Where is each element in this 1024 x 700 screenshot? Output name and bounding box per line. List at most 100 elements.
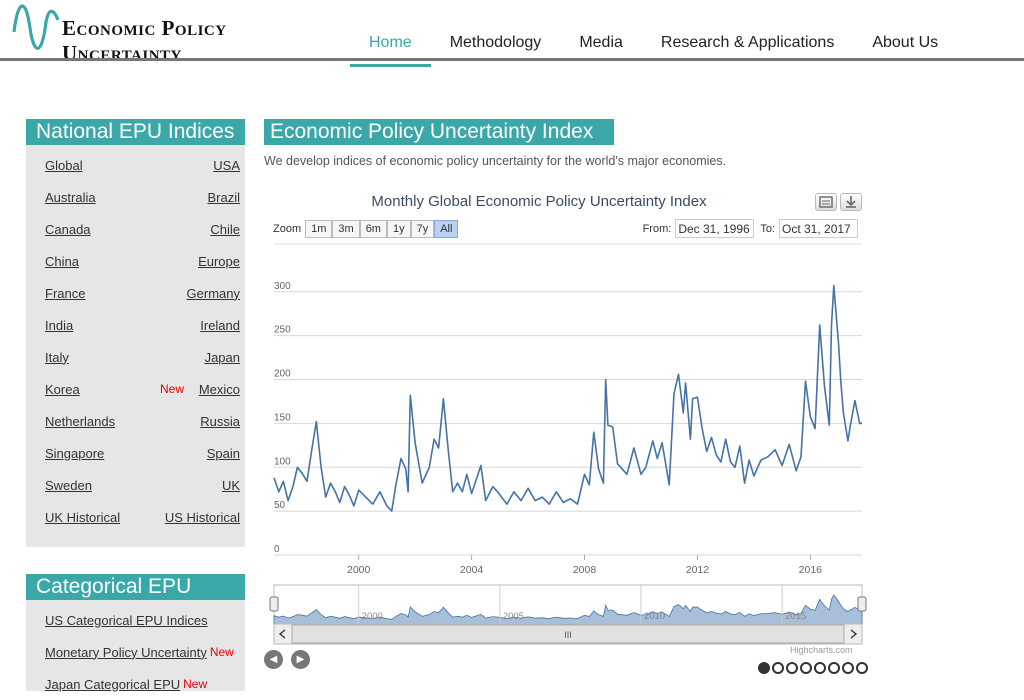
link-netherlands[interactable]: Netherlands: [45, 413, 116, 429]
wave-logo-icon: [12, 4, 60, 50]
download-button[interactable]: [840, 193, 862, 211]
link-canada[interactable]: Canada: [45, 221, 91, 237]
new-badge: New: [209, 645, 234, 659]
x-tick-label: 2008: [573, 564, 597, 576]
link-china[interactable]: China: [45, 253, 79, 269]
x-tick-label: 2016: [799, 564, 823, 576]
x-tick-label: 2012: [686, 564, 710, 576]
carousel-dot[interactable]: [828, 662, 840, 674]
scroll-left-icon: [278, 629, 286, 639]
list-item: Japan Categorical EPU New: [45, 668, 245, 700]
zoom-7y-button[interactable]: 7y: [410, 220, 435, 238]
categorical-epu-list: US Categorical EPU Indices Monetary Poli…: [26, 600, 245, 692]
link-us-historical[interactable]: US Historical: [164, 509, 240, 525]
link-global[interactable]: Global: [45, 157, 83, 173]
zoom-3m-button[interactable]: 3m: [332, 220, 360, 238]
list-item: France Germany: [26, 277, 245, 309]
zoom-6m-button[interactable]: 6m: [359, 220, 387, 238]
list-item: Global USA: [26, 149, 245, 181]
link-sweden[interactable]: Sweden: [45, 477, 92, 493]
link-korea[interactable]: Korea: [45, 381, 80, 397]
y-tick-label: 100: [274, 456, 291, 467]
epu-chart: 0 50 100 150 200 250 300 2000 2004 2008 2012 2016 20…: [264, 183, 874, 683]
list-item: China Europe: [26, 245, 245, 277]
carousel-dot[interactable]: [842, 662, 854, 674]
link-brazil[interactable]: Brazil: [207, 189, 240, 205]
page-description: We develop indices of economic policy un…: [264, 154, 727, 168]
date-range: From: To:: [643, 219, 864, 238]
y-tick-label: 0: [274, 544, 280, 555]
brand-name: Economic Policy Uncertainty: [62, 16, 227, 65]
link-japan-categorical[interactable]: Japan Categorical EPU: [45, 676, 181, 692]
carousel-dot[interactable]: [758, 662, 770, 674]
highcharts-credit[interactable]: Highcharts.com: [790, 645, 853, 655]
link-india[interactable]: India: [45, 317, 74, 333]
page-title: Economic Policy Uncertainty Index: [264, 119, 615, 145]
list-item: Italy Japan: [26, 341, 245, 373]
print-button[interactable]: [815, 193, 837, 211]
nav-research[interactable]: Research & Applications: [660, 34, 835, 51]
scrollbar-grip: III: [564, 630, 572, 640]
scroll-right-icon: [850, 629, 858, 639]
list-item: Korea New Mexico: [26, 373, 245, 405]
link-italy[interactable]: Italy: [45, 349, 69, 365]
to-date-input[interactable]: [779, 219, 858, 238]
carousel-dot[interactable]: [800, 662, 812, 674]
y-tick-label: 50: [274, 500, 286, 511]
sidebar: National EPU Indices Global USA Australia…: [26, 119, 245, 692]
new-badge: New: [160, 382, 185, 396]
zoom-all-button[interactable]: All: [434, 220, 459, 238]
link-us-categorical[interactable]: US Categorical EPU Indices: [45, 612, 208, 628]
link-uk[interactable]: UK: [221, 477, 240, 493]
y-tick-label: 200: [274, 369, 291, 380]
list-item: Netherlands Russia: [26, 405, 245, 437]
link-japan[interactable]: Japan: [204, 349, 240, 365]
link-europe[interactable]: Europe: [198, 253, 240, 269]
print-icon: [819, 196, 833, 208]
link-monetary-policy[interactable]: Monetary Policy Uncertainty: [45, 644, 207, 660]
carousel-dot[interactable]: [786, 662, 798, 674]
link-australia[interactable]: Australia: [45, 189, 96, 205]
list-item: Australia Brazil: [26, 181, 245, 213]
nav-home[interactable]: Home: [350, 32, 431, 67]
nav-about[interactable]: About Us: [872, 34, 939, 51]
site-logo[interactable]: Economic Policy Uncertainty: [12, 4, 342, 65]
link-singapore[interactable]: Singapore: [45, 445, 105, 461]
carousel-dot[interactable]: [772, 662, 784, 674]
download-icon: [846, 196, 856, 208]
zoom-1m-button[interactable]: 1m: [305, 220, 333, 238]
link-usa[interactable]: USA: [213, 157, 240, 173]
carousel-dots: [758, 662, 868, 674]
next-arrow-icon[interactable]: ▶: [291, 650, 310, 669]
nav-media[interactable]: Media: [579, 34, 623, 51]
link-spain[interactable]: Spain: [206, 445, 240, 461]
navigator-handle: [857, 596, 867, 612]
link-germany[interactable]: Germany: [186, 285, 240, 301]
zoom-1y-button[interactable]: 1y: [386, 220, 411, 238]
chart-title: Monthly Global Economic Policy Uncertain…: [371, 193, 707, 210]
header-divider: [0, 58, 1024, 61]
categorical-epu-heading: Categorical EPU: [26, 574, 245, 600]
navigator-handle: [269, 596, 279, 612]
carousel-dot[interactable]: [814, 662, 826, 674]
series-line: [273, 284, 862, 512]
link-chile[interactable]: Chile: [210, 221, 240, 237]
prev-arrow-icon[interactable]: ◀: [264, 650, 283, 669]
link-ireland[interactable]: Ireland: [200, 317, 240, 333]
link-mexico[interactable]: Mexico: [198, 381, 240, 397]
list-item: Monetary Policy Uncertainty New: [45, 636, 245, 668]
x-tick-label: 2000: [347, 564, 371, 576]
scrollbar-thumb: [291, 624, 845, 644]
navigator-series: [273, 594, 863, 625]
national-indices-heading: National EPU Indices: [26, 119, 245, 145]
nav-methodology[interactable]: Methodology: [449, 34, 542, 51]
from-date-input[interactable]: [675, 219, 755, 238]
national-indices-list: Global USA Australia Brazil Canada Chile Ch…: [26, 145, 245, 547]
link-france[interactable]: France: [45, 285, 86, 301]
link-uk-historical[interactable]: UK Historical: [45, 509, 121, 525]
list-item: UK Historical US Historical: [26, 501, 245, 533]
navigator-tick-label: 2005: [503, 611, 524, 622]
main-nav: Home Methodology Media Research & Applic…: [350, 32, 957, 67]
carousel-dot[interactable]: [856, 662, 868, 674]
link-russia[interactable]: Russia: [200, 413, 240, 429]
